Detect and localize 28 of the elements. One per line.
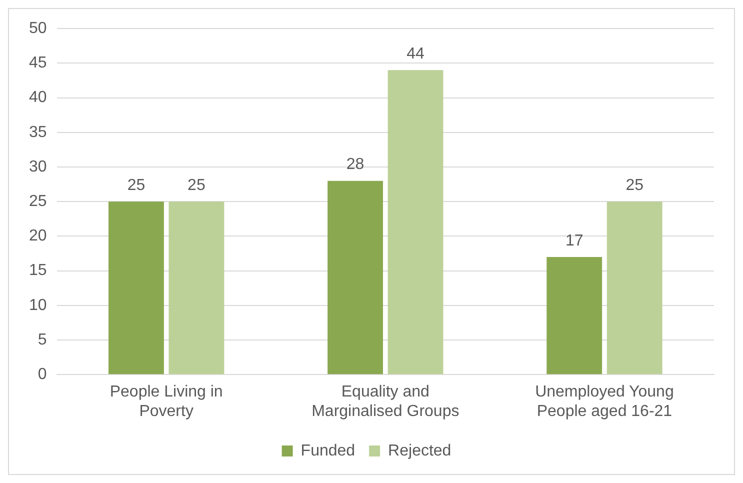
legend-label: Rejected xyxy=(388,442,452,460)
data-label: 28 xyxy=(346,156,364,174)
bar xyxy=(168,202,224,374)
legend-label: Funded xyxy=(300,442,356,460)
data-label: 25 xyxy=(626,177,644,194)
data-label: 25 xyxy=(127,177,146,194)
bar xyxy=(328,180,383,374)
x-tick-label: Equality and Marginalised Groups xyxy=(312,384,460,420)
data-label: 25 xyxy=(188,177,206,194)
y-tick-label: 30 xyxy=(29,158,47,176)
y-tick-label: 10 xyxy=(29,296,47,314)
bar xyxy=(546,256,602,374)
y-tick-label: 25 xyxy=(29,193,47,210)
x-tick-label: Unemployed Young People aged 16-21 xyxy=(535,384,674,420)
bar xyxy=(606,202,662,374)
y-tick-label: 40 xyxy=(29,89,47,106)
x-tick-label: People Living in Poverty xyxy=(110,384,223,420)
bar xyxy=(388,70,444,374)
data-label: 44 xyxy=(406,46,425,63)
bar xyxy=(108,202,164,374)
y-tick-label: 0 xyxy=(38,366,47,384)
y-tick-label: 50 xyxy=(29,20,47,38)
y-tick-label: 45 xyxy=(29,54,47,72)
y-tick-label: 15 xyxy=(29,262,47,280)
y-tick-label: 35 xyxy=(29,124,47,141)
y-tick-label: 5 xyxy=(38,331,47,348)
y-tick-label: 20 xyxy=(29,228,47,245)
data-label: 17 xyxy=(565,232,584,250)
